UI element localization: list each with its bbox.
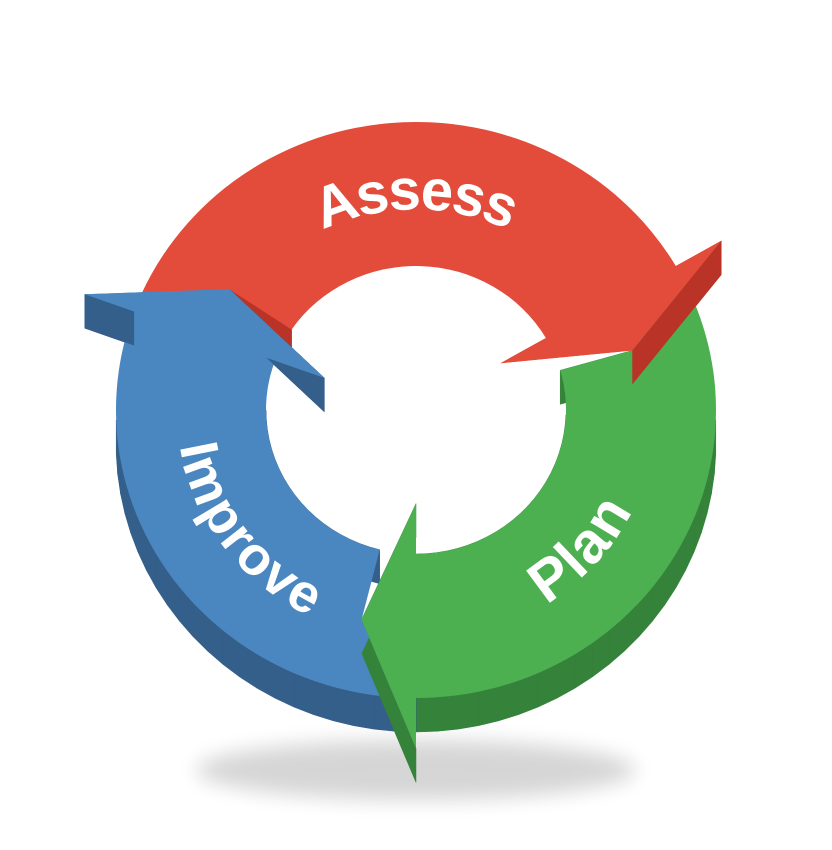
cycle-ring: AssessPlanImprove (85, 122, 722, 782)
cycle-diagram: AssessPlanImprove (0, 0, 832, 850)
